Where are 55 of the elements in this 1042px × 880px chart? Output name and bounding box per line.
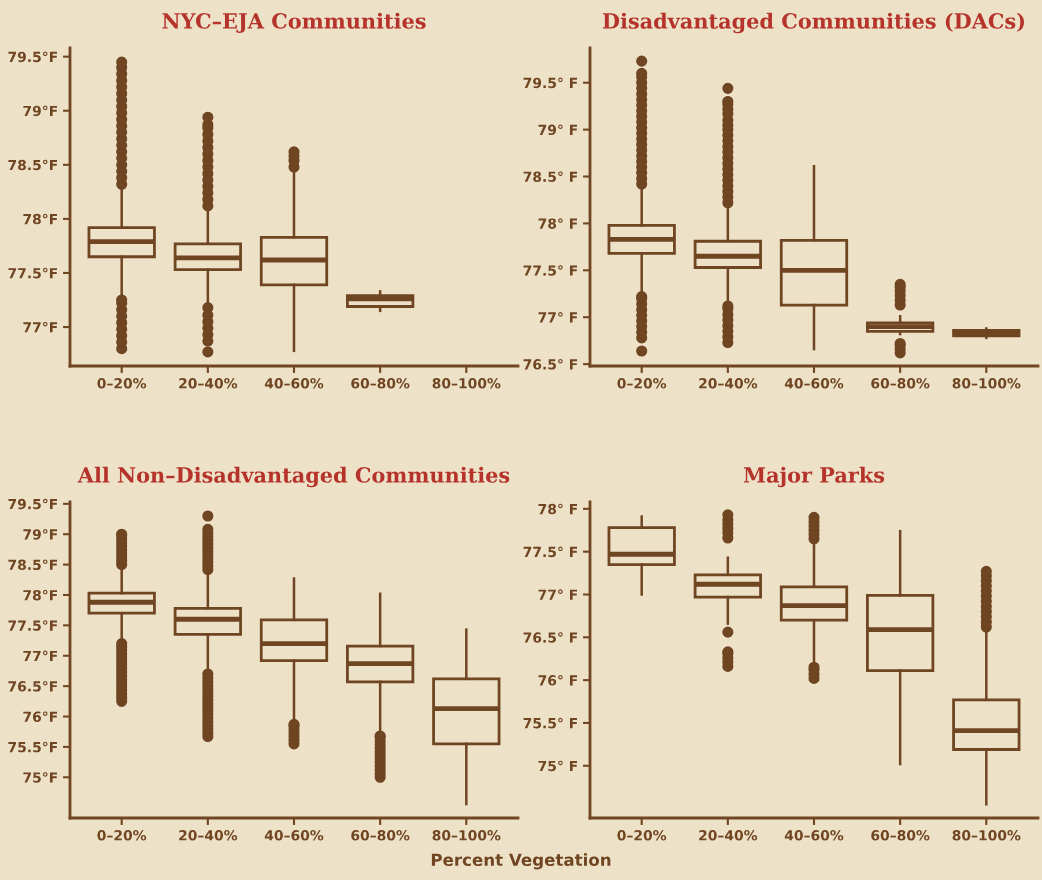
- x-tick-label: 20–40%: [179, 378, 238, 389]
- x-tick-label: 80–100%: [952, 378, 1021, 389]
- x-tick-label: 40–60%: [264, 830, 324, 841]
- chart-title: Disadvantaged Communities (DACs): [602, 12, 1025, 34]
- y-tick-label: 75.5° F: [523, 717, 578, 729]
- chart-title: NYC–EJA Communities: [162, 12, 426, 33]
- y-tick-label: 75°F: [23, 772, 58, 783]
- y-tick-label: 79.5°F: [8, 51, 58, 63]
- y-tick-label: 79.5°F: [8, 498, 58, 510]
- y-tick-label: 76° F: [538, 675, 578, 686]
- x-tick-label: 60–80%: [351, 830, 410, 841]
- y-tick-label: 78° F: [538, 503, 578, 515]
- chart-title: Major Parks: [743, 466, 885, 488]
- y-tick-label: 78.5°F: [8, 159, 58, 171]
- x-tick-label: 60–80%: [871, 378, 930, 389]
- y-tick-label: 79° F: [538, 124, 578, 136]
- text: Percent Vegetation: [431, 853, 611, 870]
- x-tick-label: 40–60%: [264, 378, 324, 389]
- y-tick-label: 77° F: [538, 312, 578, 323]
- x-tick-label: 0–20%: [97, 378, 147, 389]
- y-tick-label: 77.5° F: [523, 265, 578, 276]
- x-tick-label: 0–20%: [617, 378, 667, 389]
- x-tick-label: 0–20%: [97, 830, 147, 841]
- y-tick-label: 76°F: [23, 711, 58, 722]
- y-tick-label: 78° F: [538, 218, 578, 229]
- chart-title: All Non–Disadvantaged Communities: [77, 466, 510, 488]
- y-tick-label: 76.5°F: [8, 681, 58, 692]
- y-tick-label: 77°F: [23, 650, 58, 662]
- y-tick-label: 78°F: [23, 589, 58, 601]
- x-tick-label: 80–100%: [432, 830, 501, 841]
- x-tick-label: 80–100%: [432, 378, 501, 389]
- x-tick-label: 60–80%: [871, 830, 930, 841]
- x-tick-label: 20–40%: [699, 378, 758, 389]
- y-tick-label: 78°F: [23, 213, 58, 225]
- y-tick-label: 77.5°F: [8, 267, 58, 279]
- y-tick-label: 78.5° F: [523, 171, 578, 182]
- y-tick-label: 77.5°F: [8, 620, 58, 631]
- y-tick-label: 77°F: [23, 321, 58, 333]
- y-tick-label: 79°F: [23, 105, 58, 117]
- y-tick-label: 76.5° F: [523, 359, 578, 370]
- x-tick-label: 0–20%: [617, 830, 667, 841]
- y-tick-label: 76.5° F: [523, 632, 578, 643]
- y-tick-label: 75.5°F: [8, 741, 58, 753]
- y-tick-label: 78.5°F: [8, 559, 58, 571]
- x-tick-label: 60–80%: [351, 378, 410, 389]
- x-tick-label: 40–60%: [784, 378, 844, 389]
- y-tick-label: 79°F: [23, 529, 58, 540]
- y-tick-label: 79.5° F: [523, 77, 578, 89]
- x-tick-label: 20–40%: [699, 830, 758, 841]
- y-tick-label: 77° F: [538, 589, 578, 600]
- x-tick-label: 20–40%: [179, 830, 238, 841]
- y-tick-label: 75° F: [538, 760, 578, 772]
- x-tick-label: 80–100%: [952, 830, 1021, 841]
- x-tick-label: 40–60%: [784, 830, 844, 841]
- y-tick-label: 77.5° F: [523, 546, 578, 558]
